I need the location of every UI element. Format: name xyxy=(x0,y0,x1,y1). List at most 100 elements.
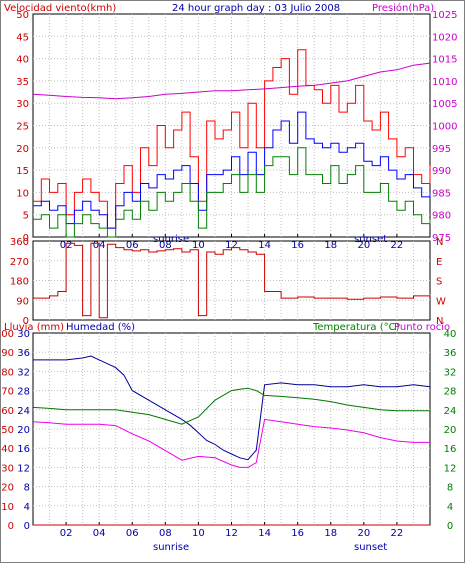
pressure-tick-label: 985 xyxy=(432,188,451,199)
compass-point-label: N xyxy=(436,237,443,248)
x-tick-label: 02 xyxy=(60,528,73,539)
sunset-marker-bottom: sunset xyxy=(354,542,387,553)
x-tick-label: 12 xyxy=(225,528,238,539)
compass-point-label: E xyxy=(436,257,442,268)
x-tick-label: 20 xyxy=(357,240,370,251)
rain-axis-title: Lluvia (mm) xyxy=(4,322,64,333)
x-tick-label: 14 xyxy=(258,240,271,251)
x-tick-label: 18 xyxy=(324,528,337,539)
temperature-tick-label: 32 xyxy=(444,367,457,378)
x-tick-label: 10 xyxy=(192,240,205,251)
wind-speed-tick-label: 20 xyxy=(16,144,29,155)
dewpoint-axis-title: Punto rocío xyxy=(394,321,450,333)
humidity-tick-label: 8 xyxy=(24,483,30,494)
wind-average-series xyxy=(33,111,431,229)
x-tick-label: 06 xyxy=(126,240,139,251)
wind-speed-tick-label: 40 xyxy=(16,55,29,66)
x-tick-label: 06 xyxy=(126,528,139,539)
wind-pressure-panel: Velocidad viento(kmh) 24 hour graph day … xyxy=(4,2,457,251)
wind-speed-tick-label: 0 xyxy=(23,233,29,244)
humidity-tick-label: 32 xyxy=(17,367,30,378)
x-tick-label: 08 xyxy=(159,528,172,539)
wind-speed-tick-label: 35 xyxy=(16,77,29,88)
pressure-axis-title: Presión(hPa) xyxy=(372,2,434,14)
x-tick-label: 22 xyxy=(391,528,404,539)
pressure-tick-label: 990 xyxy=(432,166,451,177)
temperature-tick-label: 16 xyxy=(444,444,457,455)
x-tick-label: 20 xyxy=(357,528,370,539)
dewpoint-series xyxy=(32,418,430,468)
humidity-axis-title: Humedad (%) xyxy=(66,322,135,333)
pressure-tick-label: 980 xyxy=(432,211,451,222)
rain-tick-label: 100 xyxy=(0,329,14,340)
rain-tick-label: 80 xyxy=(1,367,14,378)
rain-tick-label: 30 xyxy=(1,463,14,474)
pressure-tick-label: 1015 xyxy=(432,55,457,66)
sunset-marker-top: sunset xyxy=(354,234,387,245)
x-tick-label: 08 xyxy=(159,240,172,251)
pressure-tick-label: 975 xyxy=(432,233,451,244)
rain-tick-label: 60 xyxy=(1,406,14,417)
rain-tick-label: 70 xyxy=(1,387,14,398)
direction-degree-tick-label: 180 xyxy=(10,277,29,288)
temperature-tick-label: 0 xyxy=(447,521,453,532)
wind-low-series xyxy=(33,147,431,238)
humidity-tick-label: 12 xyxy=(17,463,30,474)
compass-point-label: N xyxy=(436,316,443,327)
humidity-tick-label: 0 xyxy=(24,521,30,532)
wind-direction-series xyxy=(33,242,431,319)
wind-speed-tick-label: 50 xyxy=(16,10,29,21)
direction-degree-tick-label: 0 xyxy=(23,316,29,327)
pressure-series xyxy=(32,62,431,100)
temperature-series xyxy=(32,387,430,425)
pressure-tick-label: 1000 xyxy=(432,122,457,133)
direction-degree-tick-label: 270 xyxy=(10,257,29,268)
temperature-tick-label: 36 xyxy=(444,348,457,359)
rain-tick-label: 20 xyxy=(1,483,14,494)
humidity-temperature-panel: Lluvia (mm) Humedad (%) Temperatura (°C)… xyxy=(0,321,456,553)
wind-speed-tick-label: 5 xyxy=(23,211,29,222)
temperature-tick-label: 40 xyxy=(444,329,457,340)
x-tick-label: 04 xyxy=(93,528,106,539)
humidity-tick-label: 30 xyxy=(17,329,30,340)
rain-tick-label: 0 xyxy=(8,521,14,532)
x-tick-label: 10 xyxy=(192,528,205,539)
humidity-tick-label: 28 xyxy=(17,387,30,398)
sunrise-marker-bottom: sunrise xyxy=(153,542,189,553)
humidity-tick-label: 16 xyxy=(17,444,30,455)
humidity-tick-label: 24 xyxy=(17,406,30,417)
wind-speed-axis-title: Velocidad viento(kmh) xyxy=(4,3,116,14)
wind-speed-tick-label: 30 xyxy=(16,99,29,110)
direction-degree-tick-label: 360 xyxy=(10,237,29,248)
temperature-tick-label: 20 xyxy=(444,425,457,436)
x-tick-label: 22 xyxy=(391,240,404,251)
rain-tick-label: 90 xyxy=(1,348,14,359)
pressure-tick-label: 1020 xyxy=(432,32,457,43)
humidity-series xyxy=(33,355,431,461)
humidity-tick-label: 4 xyxy=(24,502,30,513)
rain-tick-label: 50 xyxy=(1,425,14,436)
sunrise-marker-top: sunrise xyxy=(153,234,189,245)
graph-title: 24 hour graph day : 03 Julio 2008 xyxy=(172,3,340,14)
rain-tick-label: 10 xyxy=(1,502,14,513)
pressure-tick-label: 995 xyxy=(432,144,451,155)
wind-speed-tick-label: 15 xyxy=(16,166,29,177)
x-tick-label: 18 xyxy=(324,240,337,251)
rain-tick-label: 40 xyxy=(1,444,14,455)
temperature-tick-label: 28 xyxy=(444,387,457,398)
direction-degree-tick-label: 90 xyxy=(16,296,29,307)
temperature-tick-label: 24 xyxy=(444,406,457,417)
wind-gust-series xyxy=(33,49,431,229)
temperature-tick-label: 4 xyxy=(447,502,453,513)
pressure-tick-label: 1010 xyxy=(432,77,457,88)
humidity-tick-label: 36 xyxy=(17,348,30,359)
x-tick-label: 14 xyxy=(258,528,271,539)
wind-speed-tick-label: 25 xyxy=(16,122,29,133)
x-tick-label: 16 xyxy=(291,240,304,251)
compass-point-label: S xyxy=(436,277,442,288)
pressure-tick-label: 1025 xyxy=(432,10,457,21)
